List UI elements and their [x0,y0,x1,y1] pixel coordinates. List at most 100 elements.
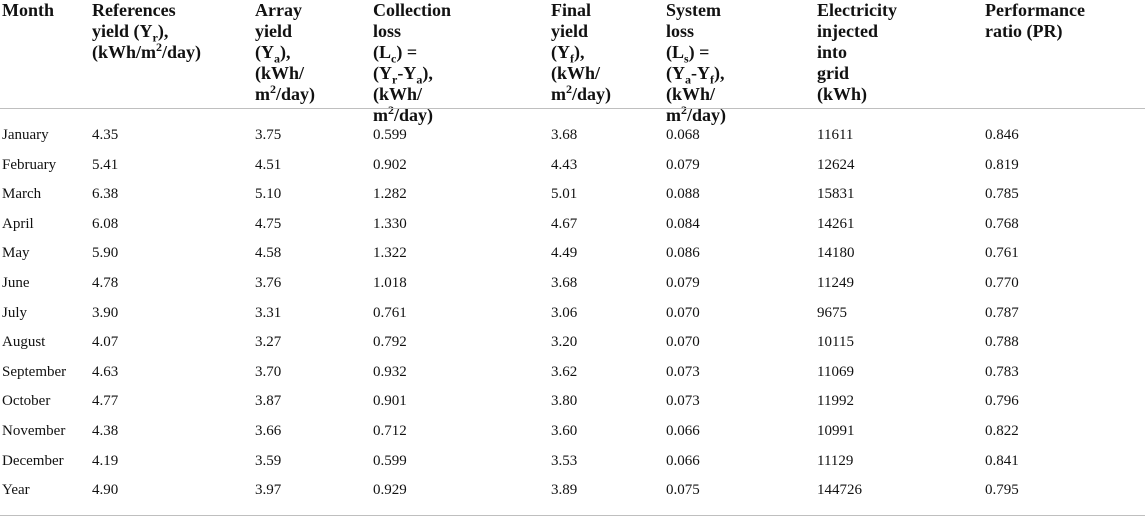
cell-system-loss: 0.070 [666,334,700,351]
cell-month: December [2,452,64,469]
table-row: Year 4.90 3.97 0.929 3.89 0.075 144726 0.795 [0,476,1145,506]
cell-final-yield: 4.67 [551,215,578,232]
cell-array-yield: 4.51 [255,156,282,173]
cell-electricity-injected: 11129 [817,452,854,469]
cell-references-yield: 5.41 [92,156,119,173]
cell-final-yield: 4.43 [551,156,578,173]
cell-electricity-injected: 12624 [817,156,855,173]
table-row: July 3.90 3.31 0.761 3.06 0.070 9675 0.787 [0,299,1145,329]
cell-final-yield: 3.20 [551,334,578,351]
cell-system-loss: 0.073 [666,363,700,380]
cell-performance-ratio: 0.785 [985,186,1019,203]
cell-collection-loss: 0.761 [373,304,407,321]
cell-month: June [2,274,30,291]
cell-final-yield: 3.68 [551,127,578,143]
cell-electricity-injected: 14180 [817,245,855,262]
cell-array-yield: 3.27 [255,334,282,351]
table-row: October 4.77 3.87 0.901 3.80 0.073 11992 0.796 [0,387,1145,417]
cell-performance-ratio: 0.841 [985,452,1019,469]
cell-collection-loss: 0.712 [373,422,407,439]
cell-collection-loss: 0.599 [373,452,407,469]
cell-electricity-injected: 10991 [817,422,855,439]
cell-system-loss: 0.066 [666,452,700,469]
cell-references-yield: 4.78 [92,274,119,291]
cell-references-yield: 4.90 [92,482,119,499]
cell-month: January [2,127,49,143]
cell-electricity-injected: 11249 [817,274,854,291]
cell-system-loss: 0.088 [666,186,700,203]
cell-array-yield: 4.75 [255,215,282,232]
cell-system-loss: 0.086 [666,245,700,262]
cell-collection-loss: 0.792 [373,334,407,351]
cell-system-loss: 0.073 [666,393,700,410]
header-performance-ratio: Performance ratio (PR) [985,0,1085,41]
cell-system-loss: 0.079 [666,156,700,173]
cell-electricity-injected: 14261 [817,215,855,232]
cell-final-yield: 3.89 [551,482,578,499]
header-divider [0,108,1145,109]
cell-electricity-injected: 11611 [817,127,854,143]
table-row: January 4.35 3.75 0.599 3.68 0.068 11611 0.846 [0,121,1145,151]
cell-electricity-injected: 15831 [817,186,855,203]
cell-array-yield: 5.10 [255,186,282,203]
cell-references-yield: 4.35 [92,127,119,143]
table-row: August 4.07 3.27 0.792 3.20 0.070 10115 0.788 [0,328,1145,358]
table-row: March 6.38 5.10 1.282 5.01 0.088 15831 0.785 [0,180,1145,210]
cell-references-yield: 6.38 [92,186,119,203]
cell-collection-loss: 0.929 [373,482,407,499]
cell-references-yield: 5.90 [92,245,119,262]
cell-references-yield: 4.63 [92,363,119,380]
header-references-yield: References yield (Yr), (kWh/m2/day) [92,0,202,62]
table-row: June 4.78 3.76 1.018 3.68 0.079 11249 0.770 [0,269,1145,299]
cell-final-yield: 3.80 [551,393,578,410]
cell-array-yield: 3.31 [255,304,282,321]
cell-month: March [2,186,42,203]
table-body: January 4.35 3.75 0.599 3.68 0.068 11611 0.846 F… [0,121,1145,506]
cell-references-yield: 4.38 [92,422,119,439]
cell-references-yield: 4.77 [92,393,119,410]
cell-month: July [2,304,28,321]
cell-month: Year [2,482,30,499]
cell-system-loss: 0.070 [666,304,700,321]
cell-array-yield: 3.76 [255,274,282,291]
cell-system-loss: 0.084 [666,215,700,232]
cell-system-loss: 0.068 [666,127,700,143]
cell-performance-ratio: 0.787 [985,304,1019,321]
table-row: November 4.38 3.66 0.712 3.60 0.066 10991 0.822 [0,417,1145,447]
cell-array-yield: 3.66 [255,422,282,439]
header-array-yield: Array yield (Ya), (kWh/ m2/day) [255,0,316,104]
header-final-yield: Final yield (Yf), (kWh/ m2/day) [551,0,612,104]
cell-performance-ratio: 0.761 [985,245,1019,262]
cell-electricity-injected: 11069 [817,363,854,380]
cell-system-loss: 0.079 [666,274,700,291]
cell-final-yield: 5.01 [551,186,578,203]
header-month: Month [2,0,55,20]
cell-month: September [2,363,67,380]
cell-final-yield: 3.60 [551,422,578,439]
cell-performance-ratio: 0.783 [985,363,1019,380]
cell-array-yield: 3.70 [255,363,282,380]
cell-month: November [2,422,66,439]
cell-performance-ratio: 0.768 [985,215,1019,232]
cell-array-yield: 3.87 [255,393,282,410]
cell-final-yield: 4.49 [551,245,578,262]
cell-final-yield: 3.06 [551,304,578,321]
cell-references-yield: 4.07 [92,334,119,351]
cell-array-yield: 3.75 [255,127,282,143]
cell-collection-loss: 0.932 [373,363,407,380]
cell-performance-ratio: 0.846 [985,127,1019,143]
cell-month: August [2,334,46,351]
cell-electricity-injected: 9675 [817,304,847,321]
cell-array-yield: 3.59 [255,452,282,469]
cell-performance-ratio: 0.819 [985,156,1019,173]
cell-performance-ratio: 0.770 [985,274,1019,291]
cell-system-loss: 0.066 [666,422,700,439]
cell-array-yield: 3.97 [255,482,282,499]
table-row: May 5.90 4.58 1.322 4.49 0.086 14180 0.761 [0,239,1145,269]
cell-performance-ratio: 0.795 [985,482,1019,499]
table-row: April 6.08 4.75 1.330 4.67 0.084 14261 0.768 [0,210,1145,240]
cell-electricity-injected: 10115 [817,334,854,351]
table-row: December 4.19 3.59 0.599 3.53 0.066 11129 0.841 [0,447,1145,477]
cell-month: February [2,156,57,173]
cell-performance-ratio: 0.796 [985,393,1019,410]
